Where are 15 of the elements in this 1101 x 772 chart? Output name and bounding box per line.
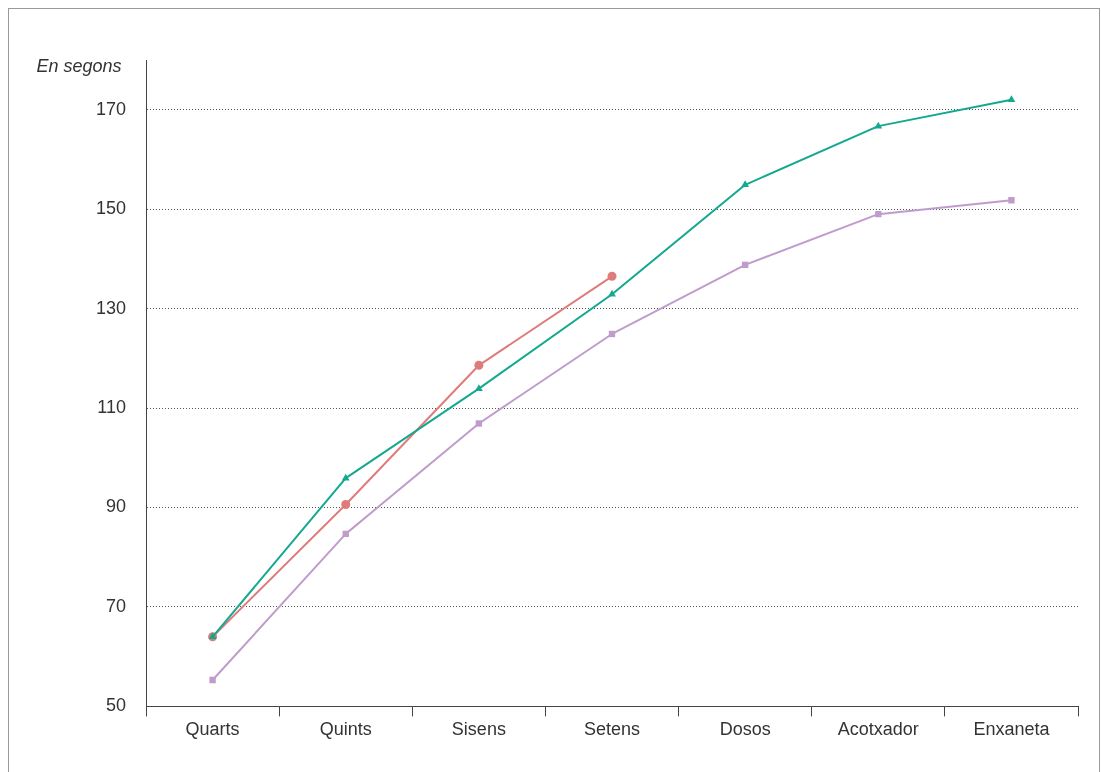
y-tick-label: 170 xyxy=(95,98,127,119)
y-tick-label: 150 xyxy=(95,198,127,219)
y-tick-label: 110 xyxy=(97,397,127,418)
y-tick-label: 70 xyxy=(106,595,127,616)
x-tick-label: Acotxador xyxy=(837,719,919,740)
x-tick-label: Enxaneta xyxy=(973,719,1051,740)
x-tick-label: Quints xyxy=(319,719,372,740)
x-tick-label: Dosos xyxy=(719,719,771,740)
y-tick-label: 50 xyxy=(106,695,127,716)
y-tick-label: 130 xyxy=(95,297,127,318)
x-tick-label: Sisens xyxy=(451,719,506,740)
x-tick-label: Setens xyxy=(583,719,641,740)
x-tick-label: Quarts xyxy=(185,719,240,740)
y-tick-label: 90 xyxy=(106,496,127,517)
y-axis-title: En segons xyxy=(36,56,122,76)
